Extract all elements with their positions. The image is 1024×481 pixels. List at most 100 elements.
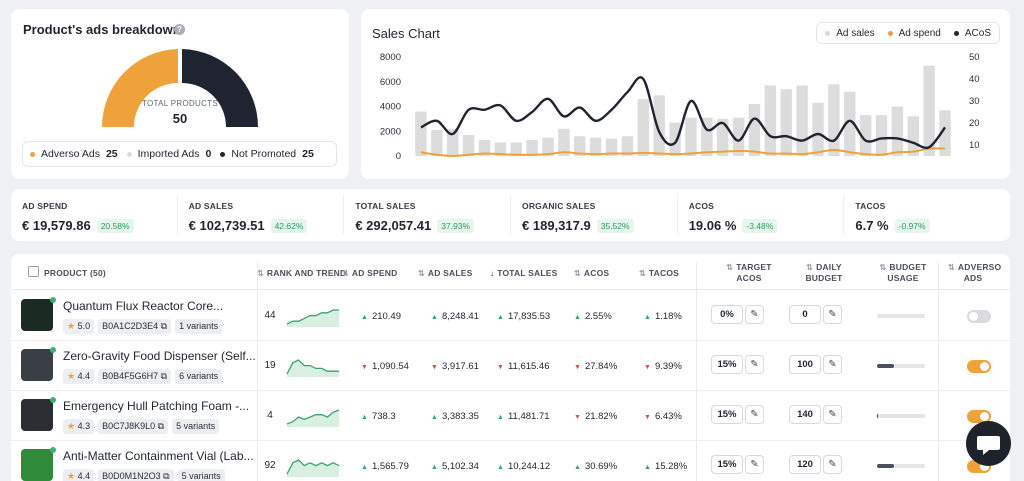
daily-budget-input[interactable]: 100: [789, 355, 821, 374]
adverso-ads-toggle[interactable]: [967, 310, 991, 323]
sparkline-area: [287, 410, 339, 427]
y-right-tick-label: 40: [969, 74, 980, 85]
adverso-ads-toggle[interactable]: [967, 410, 991, 423]
header-product[interactable]: PRODUCT (50): [44, 268, 106, 278]
chat-button[interactable]: [966, 421, 1011, 466]
table-row[interactable]: Emergency Hull Patching Foam -... ★ 4.3 B0…: [11, 391, 1010, 441]
asin-chip[interactable]: B0C7J8K9L0 ⧉: [98, 419, 169, 434]
acos-line: [420, 76, 947, 150]
rank-value: 4: [267, 410, 273, 421]
metric-change-badge: 20.58%: [96, 218, 134, 233]
edit-daily-budget-button[interactable]: ✎: [823, 355, 842, 374]
asin-chip[interactable]: B0A1C2D3E4 ⧉: [98, 319, 172, 334]
copy-icon: ⧉: [160, 371, 168, 381]
header-tacos[interactable]: ⇅ TACOS: [639, 268, 679, 279]
legend-not-promoted[interactable]: Not Promoted 25: [220, 148, 314, 160]
metric-ad-sales: AD SALES € 102,739.51 42.62%: [178, 195, 345, 235]
metric-change-badge: 37.93%: [437, 218, 475, 233]
ad-sales-bar: [637, 99, 650, 156]
ad-sales-bar: [716, 118, 729, 156]
y-right-tick-label: 50: [969, 52, 980, 63]
header-adverso-ads[interactable]: ⇅ ADVERSO ADS: [948, 262, 1001, 284]
target-acos-input[interactable]: 0%: [711, 305, 743, 324]
edit-target-acos-button[interactable]: ✎: [745, 455, 764, 474]
product-name[interactable]: Quantum Flux Reactor Core...: [63, 299, 224, 313]
header-label: TARGET ACOS: [736, 262, 772, 283]
product-thumbnail[interactable]: [21, 299, 53, 331]
legend-imported-ads[interactable]: Imported Ads 0: [126, 148, 211, 160]
legend-adverso-ads[interactable]: Adverso Ads 25: [30, 148, 118, 160]
trend-down-icon: ▼: [574, 414, 581, 421]
rank-trend-sparkline: [286, 359, 339, 377]
variants-chip[interactable]: 1 variants: [175, 319, 223, 334]
ad-sales-bar: [653, 95, 665, 156]
product-meta: ★ 4.4 B0D0M1N2O3 ⧉ 5 variants: [63, 469, 225, 481]
ad-sales-bar: [478, 139, 491, 156]
metric-label: ACOS: [688, 201, 715, 211]
legend-ad-spend[interactable]: Ad spend: [887, 28, 941, 39]
product-name[interactable]: Emergency Hull Patching Foam -...: [63, 399, 250, 413]
tacos-cell: ▼ 6.43%: [644, 411, 682, 422]
rank-value: 92: [264, 460, 276, 471]
edit-daily-budget-button[interactable]: ✎: [823, 405, 842, 424]
target-acos-input[interactable]: 15%: [711, 355, 743, 374]
sort-icon: ⇅: [806, 263, 814, 272]
edit-daily-budget-button[interactable]: ✎: [823, 305, 842, 324]
product-name[interactable]: Zero-Gravity Food Dispenser (Self...: [63, 349, 256, 363]
variants-chip[interactable]: 5 variants: [172, 419, 220, 434]
edit-daily-budget-button[interactable]: ✎: [823, 455, 842, 474]
trend-down-icon: ▼: [644, 364, 651, 371]
table-row[interactable]: Zero-Gravity Food Dispenser (Self... ★ 4.…: [11, 341, 1010, 391]
variants-chip[interactable]: 6 variants: [175, 369, 223, 384]
legend-acos[interactable]: ACoS: [953, 28, 991, 39]
product-thumbnail[interactable]: [21, 349, 53, 381]
star-icon: ★: [67, 421, 76, 431]
column-divider: [938, 262, 939, 481]
variants-chip[interactable]: 5 variants: [177, 469, 225, 481]
header-ad-sales[interactable]: ⇅ AD SALES: [418, 268, 472, 279]
ad-sales-bar: [907, 116, 920, 156]
sparkline-line: [286, 359, 339, 375]
asin-chip[interactable]: B0B4F5G6H7 ⧉: [98, 369, 172, 384]
header-target-acos[interactable]: ⇅ TARGET ACOS: [718, 262, 780, 284]
edit-target-acos-button[interactable]: ✎: [745, 405, 764, 424]
trend-up-icon: ▲: [497, 314, 504, 321]
edit-target-acos-button[interactable]: ✎: [745, 305, 764, 324]
ad-spend-dot-icon: [887, 30, 893, 36]
asin-chip[interactable]: B0D0M1N2O3 ⧉: [98, 469, 174, 481]
header-ad-spend[interactable]: ⇅ AD SPEND: [342, 268, 397, 279]
legend-count: 25: [302, 148, 314, 160]
sort-icon: ⇅: [726, 263, 734, 272]
product-table: PRODUCT (50) ⇅ RANK AND TREND ⇅ AD SPEND ⇅…: [11, 254, 1010, 481]
header-acos[interactable]: ⇅ ACOS: [574, 268, 609, 279]
header-total-sales[interactable]: ↓ TOTAL SALES: [490, 268, 558, 279]
help-icon[interactable]: ?: [174, 24, 185, 35]
product-thumbnail[interactable]: [21, 449, 53, 481]
daily-budget-input[interactable]: 120: [789, 455, 821, 474]
rating-badge: ★ 4.4: [63, 469, 95, 481]
header-daily-budget[interactable]: ⇅ DAILY BUDGET: [797, 262, 851, 284]
adverso-ads-toggle[interactable]: [967, 360, 991, 373]
target-acos-input[interactable]: 15%: [711, 455, 743, 474]
metric-change-badge: 35.52%: [596, 218, 634, 233]
table-row[interactable]: Anti-Matter Containment Vial (Lab... ★ 4.…: [11, 441, 1010, 481]
daily-budget-input[interactable]: 140: [789, 405, 821, 424]
header-budget-usage[interactable]: ⇅ BUDGET USAGE: [877, 262, 929, 284]
table-row[interactable]: Quantum Flux Reactor Core... ★ 5.0 B0A1C2D…: [11, 291, 1010, 341]
status-dot-icon: [50, 447, 56, 453]
select-all-checkbox[interactable]: [28, 266, 39, 277]
target-acos-input[interactable]: 15%: [711, 405, 743, 424]
product-name[interactable]: Anti-Matter Containment Vial (Lab...: [63, 449, 254, 463]
ad-sales-bar: [415, 111, 427, 156]
pencil-icon: ✎: [828, 459, 837, 470]
legend-ad-sales[interactable]: Ad sales: [825, 28, 875, 39]
product-thumbnail[interactable]: [21, 399, 53, 431]
metric-label: AD SALES: [188, 201, 234, 211]
edit-target-acos-button[interactable]: ✎: [745, 355, 764, 374]
ad-sales-bar: [589, 137, 602, 156]
sort-icon: ⇅: [574, 269, 581, 278]
y-left-tick-label: 0: [396, 151, 401, 162]
daily-budget-input[interactable]: 0: [789, 305, 821, 324]
rating-value: 4.4: [77, 371, 91, 381]
header-rank-trend[interactable]: ⇅ RANK AND TREND: [257, 268, 346, 279]
